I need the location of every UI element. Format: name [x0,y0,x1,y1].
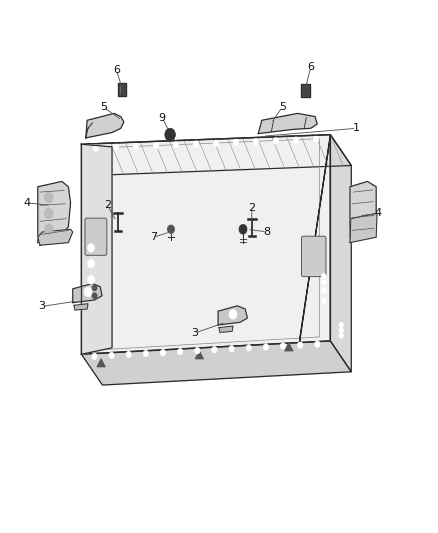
Circle shape [321,288,326,293]
Polygon shape [258,114,317,134]
Polygon shape [330,135,351,372]
Circle shape [229,345,234,352]
Circle shape [229,310,237,319]
Circle shape [339,322,343,328]
Circle shape [177,349,183,355]
Text: 5: 5 [279,102,286,112]
FancyBboxPatch shape [301,236,326,277]
Circle shape [293,137,299,143]
Circle shape [233,139,239,146]
Polygon shape [74,304,88,310]
Polygon shape [73,284,102,303]
Circle shape [92,285,97,290]
Circle shape [173,142,179,148]
Circle shape [113,144,118,150]
Polygon shape [301,84,310,98]
Circle shape [133,143,138,150]
Polygon shape [81,135,351,175]
Circle shape [193,141,198,147]
Circle shape [195,348,200,354]
Text: 2: 2 [104,200,111,211]
Circle shape [88,276,95,284]
Circle shape [160,350,166,356]
Polygon shape [81,341,351,385]
Text: 9: 9 [159,112,166,123]
Circle shape [88,244,95,252]
Circle shape [44,208,53,219]
Text: 4: 4 [375,208,382,219]
Circle shape [280,343,286,349]
Circle shape [109,352,114,359]
Circle shape [126,351,131,358]
Circle shape [239,224,247,234]
Circle shape [321,273,326,279]
Circle shape [93,145,99,151]
FancyBboxPatch shape [85,218,107,255]
Polygon shape [81,144,112,354]
Text: 2: 2 [248,203,255,213]
Polygon shape [350,213,377,243]
Polygon shape [118,83,127,96]
Circle shape [313,136,318,142]
Circle shape [321,280,326,285]
Circle shape [263,344,268,350]
Circle shape [165,128,175,141]
Circle shape [246,345,251,351]
Polygon shape [81,135,330,354]
Polygon shape [86,114,124,138]
Circle shape [253,139,258,145]
Text: 7: 7 [150,232,157,243]
Text: 5: 5 [100,102,107,112]
Text: 1: 1 [353,123,360,133]
Circle shape [273,138,279,144]
Circle shape [315,341,320,347]
Polygon shape [38,229,73,245]
Circle shape [321,298,326,304]
Circle shape [298,342,303,348]
Text: 6: 6 [113,65,120,75]
Text: 8: 8 [264,227,271,237]
Circle shape [88,260,95,268]
Circle shape [44,224,53,235]
Circle shape [84,287,92,297]
Polygon shape [219,326,233,333]
Polygon shape [97,359,106,367]
Text: 4: 4 [23,198,31,208]
Polygon shape [285,343,293,351]
Text: 6: 6 [307,62,314,72]
Polygon shape [300,135,330,341]
Polygon shape [38,181,71,243]
Polygon shape [350,181,376,237]
Polygon shape [218,306,247,325]
Circle shape [143,350,148,357]
Circle shape [339,328,343,333]
Text: 3: 3 [191,328,198,338]
Circle shape [213,140,219,147]
Circle shape [339,333,343,338]
Circle shape [153,142,159,149]
Circle shape [92,353,97,360]
Circle shape [44,192,53,203]
Circle shape [92,293,97,298]
Circle shape [212,346,217,353]
Polygon shape [195,351,204,359]
Text: 3: 3 [39,301,46,311]
Circle shape [167,225,174,233]
